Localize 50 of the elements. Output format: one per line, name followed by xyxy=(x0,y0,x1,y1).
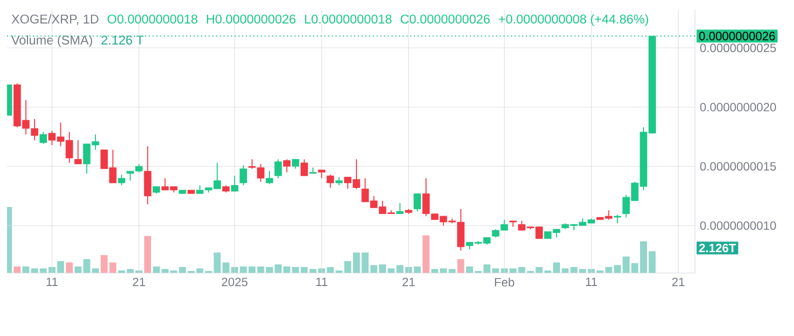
candlestick xyxy=(118,174,126,186)
candlestick xyxy=(274,158,282,179)
candlestick xyxy=(240,164,248,186)
candlestick xyxy=(300,158,308,176)
candlestick xyxy=(40,132,47,144)
y-tick-label: 0.0000000025 xyxy=(700,44,776,52)
bar xyxy=(66,262,73,273)
candlestick xyxy=(396,202,404,214)
candlestick xyxy=(326,174,334,188)
annotation: Volume (SMA) xyxy=(11,35,92,48)
bar xyxy=(344,261,352,273)
bar xyxy=(83,259,90,273)
bar xyxy=(466,266,474,273)
bar xyxy=(14,266,21,273)
bar xyxy=(100,255,108,273)
bar xyxy=(214,252,221,273)
y-tick-label: 0.0000000020 xyxy=(700,102,776,112)
annotation: C0.0000000026 xyxy=(400,14,490,24)
annotation: H0.0000000026 xyxy=(206,14,296,24)
bar xyxy=(292,267,300,273)
annotation: O0.0000000018 xyxy=(108,14,198,24)
candlestick xyxy=(283,158,291,173)
bar xyxy=(422,235,430,273)
bar xyxy=(144,236,152,273)
annotation: L0.0000000018 xyxy=(305,14,392,24)
x-tick-label: 21 xyxy=(132,278,146,286)
x-tick-label: 21 xyxy=(402,278,415,286)
bar xyxy=(631,263,638,273)
bar xyxy=(536,267,543,273)
candlestick xyxy=(74,140,82,164)
candlestick xyxy=(266,170,274,185)
bar xyxy=(74,266,82,273)
y-tick-label: 0.0000000015 xyxy=(700,162,776,171)
ref-line-label: 0.0000000026 xyxy=(699,32,775,40)
chart-title: XOGE/XRP, 1D xyxy=(12,14,98,26)
x-tick-label: 11 xyxy=(316,278,328,286)
y-tick-label: 0.0000000010 xyxy=(700,221,776,230)
bar xyxy=(414,266,421,273)
bar xyxy=(457,259,464,273)
candlestick xyxy=(414,193,422,212)
candlestick xyxy=(230,175,238,192)
annotation: +0.0000000008 (+44.86%) xyxy=(498,14,648,26)
x-tick-label: 11 xyxy=(46,278,58,286)
x-tick-label: Feb xyxy=(494,278,514,287)
x-tick-label: 21 xyxy=(672,278,684,286)
bar xyxy=(379,264,386,273)
text: 2.126T xyxy=(699,244,736,252)
candlestick xyxy=(292,158,300,170)
x-tick-label: 2025 xyxy=(222,278,248,286)
x-tick-label: 11 xyxy=(586,278,597,286)
